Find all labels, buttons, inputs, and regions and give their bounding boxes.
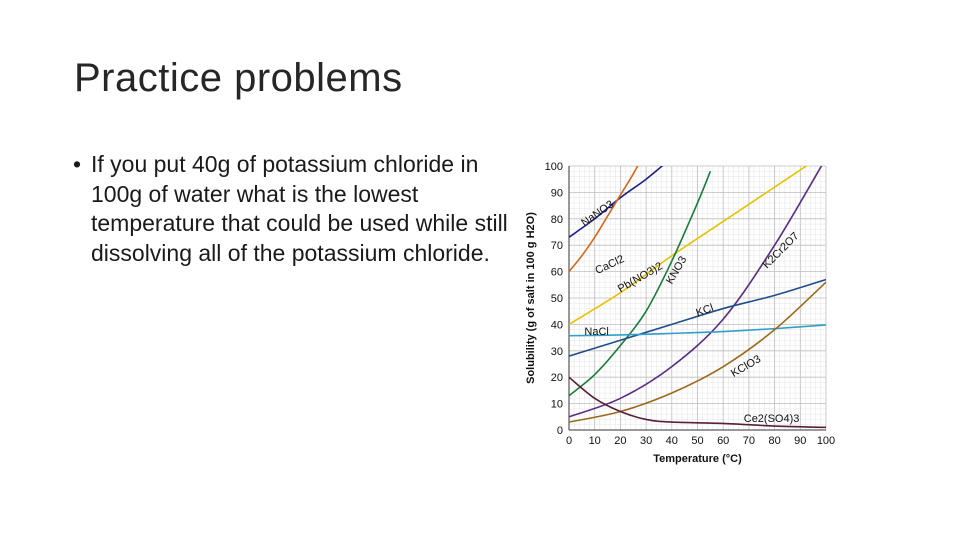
y-tick-label: 70: [551, 240, 563, 252]
bullet-list: • If you put 40g of potassium chloride i…: [73, 150, 513, 268]
x-tick-label: 60: [717, 435, 729, 447]
y-tick-label: 60: [551, 267, 563, 279]
y-tick-label: 20: [551, 372, 563, 384]
bullet-text: If you put 40g of potassium chloride in …: [91, 151, 508, 266]
series-label-kcl: KCl: [694, 302, 715, 319]
chart-ticks: 0 10 20 30 40 50 60 70 80 90 100 0 10 20 30 40 50 60 70 80 9…: [545, 161, 836, 447]
x-tick-label: 80: [768, 435, 780, 447]
series-line-pb-no3-2: [569, 166, 808, 326]
x-tick-label: 50: [691, 435, 703, 447]
series-label-ce2-so4-3: Ce2(SO4)3: [744, 413, 800, 425]
y-tick-label: 80: [551, 214, 563, 226]
y-tick-label: 40: [551, 319, 563, 331]
series-curves: [569, 166, 826, 429]
series-line-kclo3: [569, 281, 826, 423]
x-axis-title: Temperature (°C): [653, 453, 742, 465]
y-tick-label: 10: [551, 399, 563, 411]
x-tick-label: 30: [640, 435, 652, 447]
series-line-ce2-so4-3: [569, 376, 826, 429]
series-line-nano3: [569, 166, 664, 238]
y-axis-title: Solubility (g of salt in 100 g H2O): [525, 212, 537, 384]
x-tick-label: 90: [794, 435, 806, 447]
y-tick-label: 100: [545, 161, 563, 173]
series-label-nacl: NaCl: [584, 326, 608, 338]
y-tick-label: 90: [551, 187, 563, 199]
slide-title: Practice problems: [74, 56, 403, 100]
chart-grid: [568, 165, 827, 431]
x-tick-label: 100: [817, 435, 835, 447]
x-tick-label: 20: [614, 435, 626, 447]
series-line-nacl: [569, 324, 826, 337]
y-tick-label: 30: [551, 346, 563, 358]
bullet-item: • If you put 40g of potassium chloride i…: [73, 150, 513, 268]
series-line-cacl2: [569, 166, 639, 273]
x-tick-label: 0: [566, 435, 572, 447]
x-tick-label: 10: [589, 435, 601, 447]
x-tick-label: 70: [743, 435, 755, 447]
series-line-kcl: [569, 278, 826, 357]
bullet-marker: •: [73, 151, 82, 177]
y-tick-label: 50: [551, 293, 563, 305]
y-tick-label: 0: [557, 425, 563, 437]
series-line-kno3: [569, 170, 712, 397]
x-tick-label: 40: [666, 435, 678, 447]
